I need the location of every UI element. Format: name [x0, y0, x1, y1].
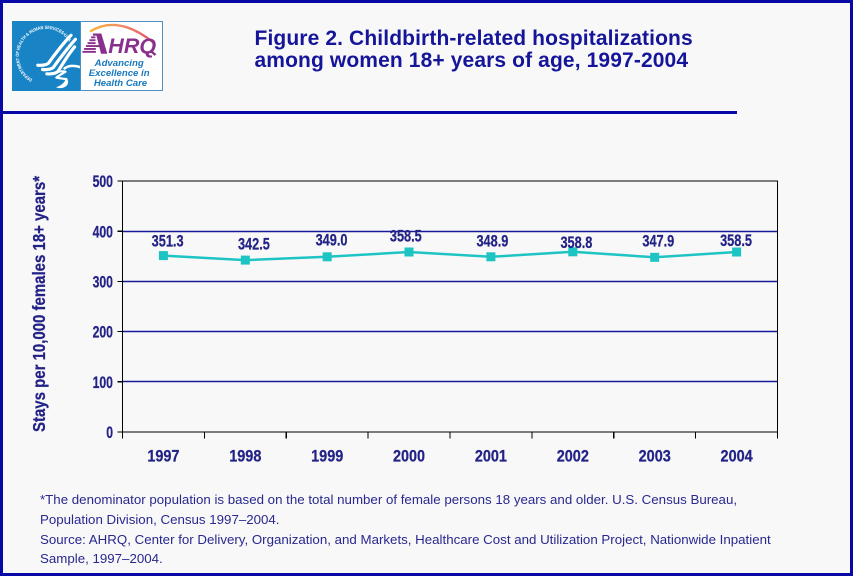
svg-text:2001: 2001: [475, 448, 507, 466]
svg-text:358.5: 358.5: [390, 227, 422, 246]
svg-text:1997: 1997: [147, 448, 179, 466]
svg-text:HRQ: HRQ: [108, 34, 156, 58]
svg-text:2003: 2003: [639, 448, 671, 466]
svg-text:1998: 1998: [229, 448, 261, 466]
svg-text:Advancing Excellence in: Advancing Excellence in Health Care: [89, 58, 152, 89]
svg-text:342.5: 342.5: [238, 235, 270, 254]
svg-text:200: 200: [93, 324, 113, 342]
svg-text:347.9: 347.9: [642, 232, 674, 251]
svg-text:400: 400: [93, 224, 113, 242]
svg-text:1999: 1999: [311, 448, 343, 466]
svg-text:349.0: 349.0: [316, 231, 348, 250]
svg-text:300: 300: [93, 274, 113, 292]
svg-text:351.3: 351.3: [152, 232, 184, 251]
svg-text:2004: 2004: [721, 448, 753, 466]
svg-text:2002: 2002: [557, 448, 589, 466]
svg-text:500: 500: [93, 173, 113, 191]
svg-text:0: 0: [106, 424, 113, 442]
svg-text:358.8: 358.8: [560, 233, 592, 252]
svg-text:100: 100: [93, 374, 113, 392]
svg-text:2000: 2000: [393, 448, 425, 466]
svg-text:Stays per 10,000 females 18+ y: Stays per 10,000 females 18+ years*: [29, 175, 50, 432]
svg-text:358.5: 358.5: [720, 231, 752, 250]
svg-text:348.9: 348.9: [476, 232, 508, 251]
